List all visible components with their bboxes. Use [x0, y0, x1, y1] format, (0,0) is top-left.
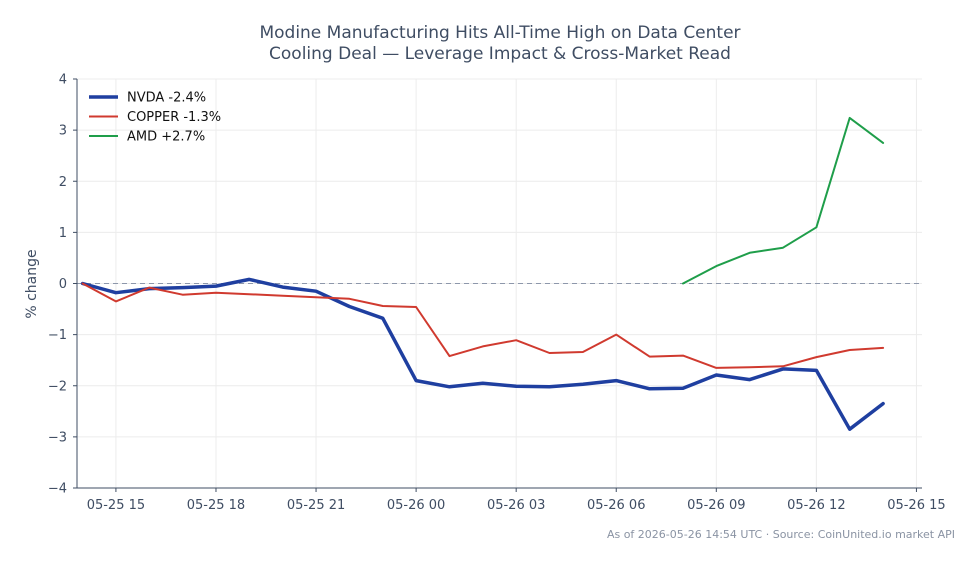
y-tick-label: −4: [48, 482, 67, 497]
x-tick-label: 05-26 00: [387, 498, 445, 513]
y-tick-label: 0: [59, 277, 67, 292]
legend-label-2: AMD +2.7%: [127, 130, 205, 145]
series-line-1: [81, 282, 885, 369]
y-tick-label: 1: [59, 226, 67, 241]
y-tick-label: −2: [48, 379, 67, 394]
series-layer: [80, 116, 885, 431]
y-axis-ticks: −4 −3 −2 −1 0 1 2 3 4: [48, 73, 77, 497]
legend-label-1: COPPER -1.3%: [127, 110, 221, 125]
x-axis-ticks: 05-25 15 05-25 18 05-25 21 05-26 00 05-26 03…: [87, 488, 946, 513]
legend: NVDA -2.4% COPPER -1.3% AMD +2.7%: [89, 91, 221, 145]
legend-label-0: NVDA -2.4%: [127, 91, 206, 106]
y-tick-label: 4: [59, 73, 67, 88]
series-line-0: [80, 277, 885, 431]
y-tick-label: 3: [59, 124, 67, 139]
x-tick-label: 05-26 06: [587, 498, 645, 513]
series-line-2: [682, 116, 885, 285]
x-tick-label: 05-26 12: [787, 498, 845, 513]
x-tick-label: 05-26 15: [887, 498, 945, 513]
x-tick-label: 05-25 15: [87, 498, 145, 513]
y-axis-label: % change: [24, 249, 40, 318]
x-tick-label: 05-26 03: [487, 498, 545, 513]
chart-title-line-1: Modine Manufacturing Hits All-Time High …: [259, 23, 740, 43]
x-tick-label: 05-26 09: [687, 498, 745, 513]
y-tick-label: 2: [59, 175, 67, 190]
x-tick-label: 05-25 21: [287, 498, 345, 513]
footer-source: As of 2026-05-26 14:54 UTC · Source: Coi…: [607, 528, 955, 541]
y-tick-label: −3: [48, 430, 67, 445]
y-tick-label: −1: [48, 328, 67, 343]
chart-title-line-2: Cooling Deal — Leverage Impact & Cross-M…: [269, 44, 731, 64]
x-tick-label: 05-25 18: [187, 498, 245, 513]
